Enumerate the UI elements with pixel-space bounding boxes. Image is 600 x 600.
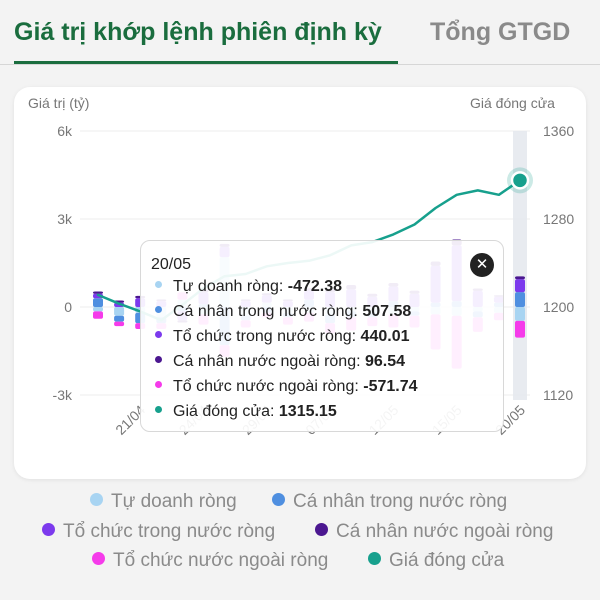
- tooltip-dot: [155, 281, 162, 289]
- tab-divider: [0, 64, 600, 65]
- bar-segment: [114, 315, 125, 322]
- tooltip-row-foreign-individual: Cá nhân nước ngoài ròng: 96.54: [155, 353, 405, 375]
- tooltip-row-domestic-individual: Cá nhân trong nước ròng: 507.58: [155, 303, 411, 325]
- tooltip-row-close-price: Giá đóng cửa: 1315.15: [155, 403, 337, 425]
- right-axis-title: Giá đóng cửa: [470, 95, 555, 111]
- highlight-point: [510, 171, 530, 190]
- tooltip-label: Tự doanh ròng:: [173, 278, 288, 295]
- legend-dot: [272, 493, 285, 507]
- tooltip-dot: [155, 306, 162, 314]
- active-tab-underline: [14, 61, 398, 64]
- tooltip-row-domestic-institution: Tổ chức trong nước ròng: 440.01: [155, 328, 409, 350]
- tooltip-label: Giá đóng cửa:: [173, 403, 279, 420]
- legend-label: Cá nhân trong nước ròng: [293, 491, 508, 512]
- left-axis-tick: 0: [64, 299, 72, 315]
- tooltip-value: 440.01: [360, 328, 410, 345]
- legend-dot: [315, 523, 328, 537]
- tooltip: 20/05 ✕ Tự doanh ròng: -472.38 Cá nhân t…: [140, 240, 504, 432]
- bar-segment: [515, 320, 525, 338]
- tooltip-date: 20/05: [151, 256, 192, 273]
- tooltip-label: Cá nhân trong nước ròng:: [173, 303, 363, 320]
- legend-item-foreign-institution[interactable]: Tổ chức nước ngoài ròng: [92, 550, 328, 572]
- bar-segment: [93, 307, 103, 312]
- bar-segment: [93, 291, 103, 294]
- legend-item-domestic-individual[interactable]: Cá nhân trong nước ròng: [272, 491, 507, 513]
- tooltip-label: Tổ chức nước ngoài ròng:: [173, 378, 364, 395]
- tooltip-dot: [155, 331, 162, 339]
- bar-segment: [515, 292, 525, 307]
- tab-matched-value[interactable]: Giá trị khớp lệnh phiên định kỳ: [14, 18, 382, 46]
- left-axis-tick: 3k: [57, 211, 73, 227]
- tooltip-value: 1315.15: [278, 403, 337, 420]
- legend-item-foreign-individual[interactable]: Cá nhân nước ngoài ròng: [315, 521, 553, 543]
- legend-label: Tự doanh ròng: [111, 491, 237, 512]
- legend-label: Tổ chức trong nước ròng: [63, 521, 276, 542]
- right-axis-tick: 1120: [543, 387, 573, 403]
- legend-item-close-price[interactable]: Giá đóng cửa: [368, 550, 504, 572]
- legend-item-proprietary[interactable]: Tự doanh ròng: [90, 491, 237, 513]
- tooltip-value: 507.58: [362, 303, 412, 320]
- legend-dot: [368, 552, 381, 566]
- tooltip-dot: [155, 356, 162, 364]
- tooltip-value: -472.38: [287, 278, 343, 295]
- bar-segment: [515, 276, 525, 280]
- legend-dot: [90, 493, 103, 507]
- bar-segment: [93, 298, 103, 307]
- close-icon[interactable]: ✕: [470, 253, 494, 277]
- bar-segment: [515, 307, 525, 321]
- left-axis-title: Giá trị (tỷ): [28, 95, 90, 111]
- tab-bar: Giá trị khớp lệnh phiên định kỳ Tổng GTG…: [0, 0, 600, 70]
- left-axis-tick: -3k: [53, 387, 73, 403]
- right-axis-tick: 1360: [543, 123, 574, 139]
- tab-total-trading-value[interactable]: Tổng GTGD: [430, 18, 571, 46]
- tooltip-row-foreign-institution: Tổ chức nước ngoài ròng: -571.74: [155, 378, 418, 400]
- legend-label: Tổ chức nước ngoài ròng: [113, 550, 329, 571]
- tooltip-value: 96.54: [365, 353, 406, 370]
- right-axis-tick: 1200: [543, 299, 574, 315]
- legend-label: Cá nhân nước ngoài ròng: [336, 521, 554, 542]
- left-axis-tick: 6k: [57, 123, 73, 139]
- tooltip-dot: [155, 406, 162, 414]
- tooltip-dot: [155, 381, 162, 389]
- tooltip-label: Cá nhân nước ngoài ròng:: [173, 353, 365, 370]
- bar-segment: [93, 311, 103, 319]
- bar-segment: [114, 321, 125, 327]
- legend-dot: [92, 552, 105, 566]
- legend-label: Giá đóng cửa: [389, 550, 505, 571]
- tooltip-row-proprietary: Tự doanh ròng: -472.38: [155, 278, 342, 300]
- right-axis-tick: 1280: [543, 211, 574, 227]
- legend-dot: [42, 523, 55, 537]
- legend-item-domestic-institution[interactable]: Tổ chức trong nước ròng: [42, 521, 275, 543]
- bar-segment: [114, 307, 125, 316]
- tooltip-value: -571.74: [363, 378, 418, 395]
- tooltip-label: Tổ chức trong nước ròng:: [173, 328, 361, 345]
- bar-segment: [515, 279, 525, 293]
